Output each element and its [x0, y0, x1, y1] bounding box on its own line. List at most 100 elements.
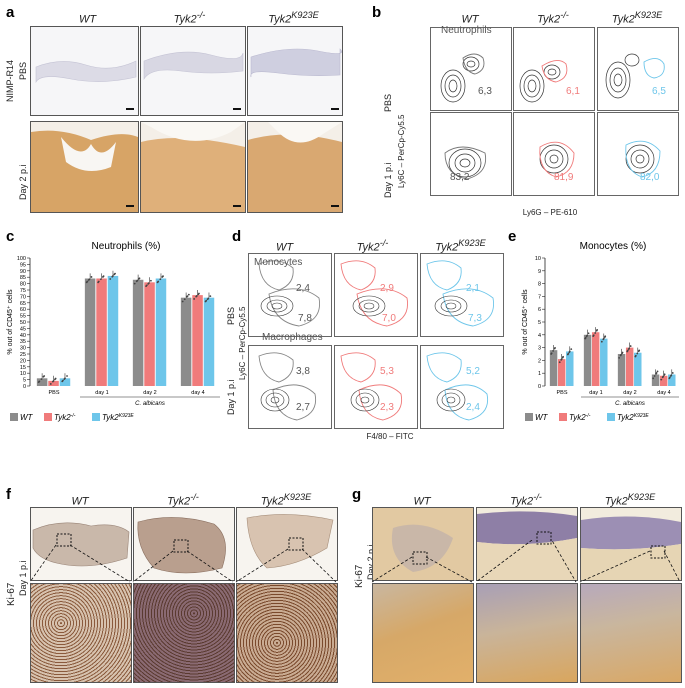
scale-bar — [233, 108, 241, 110]
bar — [651, 374, 660, 386]
data-point — [668, 376, 671, 379]
data-point — [628, 347, 631, 350]
bar — [107, 275, 119, 386]
category-label: PBS — [48, 390, 59, 396]
legend-label: Tyk2-/- — [54, 413, 76, 422]
data-point — [52, 379, 55, 382]
f-wt-zoom-image — [30, 583, 132, 683]
data-point — [207, 297, 210, 300]
y-tick-label: 2 — [538, 358, 541, 364]
d-day1-tyk2ko-mono: 5,3 — [380, 366, 394, 377]
y-tick-label: 5 — [23, 378, 26, 384]
data-point — [136, 279, 139, 282]
data-point — [90, 276, 93, 278]
data-point — [618, 356, 621, 359]
panel-label-e: e — [508, 228, 517, 245]
data-point — [49, 383, 52, 385]
g-col-wt: WT — [413, 495, 431, 508]
legend-swatch — [525, 413, 533, 421]
d-col-tyk2ko: Tyk2-/- — [356, 238, 389, 254]
scale-bar — [331, 108, 339, 110]
g-col-tyk2ke: Tyk2K923E — [604, 492, 656, 508]
y-tick-label: 80 — [20, 282, 26, 288]
f-stain-label: Ki-67 — [6, 582, 17, 606]
y-tick-label: 55 — [20, 314, 26, 320]
data-point — [193, 298, 196, 300]
scale-bar — [331, 205, 339, 207]
data-point — [186, 295, 189, 298]
f-tyk2ke-overview-image — [236, 507, 338, 581]
panel-label-d: d — [232, 228, 242, 245]
y-tick-label: 5 — [538, 320, 541, 326]
panel-label-g: g — [352, 486, 362, 503]
g-wt-zoom-image — [372, 583, 474, 683]
data-point — [43, 375, 46, 377]
data-point — [636, 352, 639, 355]
category-label: day 2 — [623, 390, 636, 396]
bar — [155, 278, 167, 386]
y-tick-label: 10 — [20, 371, 26, 377]
y-tick-label: 65 — [20, 301, 26, 307]
category-label: day 4 — [657, 390, 670, 396]
b-gate-label: Neutrophils — [441, 25, 492, 36]
f-tyk2ko-zoom-image — [133, 583, 235, 683]
data-point — [159, 278, 162, 281]
data-point — [586, 334, 588, 337]
panel-label-a: a — [6, 4, 15, 21]
d-day1-wt-macro: 2,7 — [296, 402, 310, 413]
b-day1-tyk2ke-plot — [597, 112, 679, 196]
category-label: day 1 — [95, 390, 108, 396]
bar — [96, 278, 107, 386]
bar — [600, 338, 608, 386]
f-col-tyk2ko: Tyk2-/- — [167, 492, 199, 508]
d-gate-monocytes: Monocytes — [254, 257, 303, 268]
data-point — [656, 370, 659, 373]
f-col-wt: WT — [71, 495, 89, 508]
y-tick-label: 95 — [20, 262, 26, 268]
a-row-pbs: PBS — [18, 61, 28, 80]
d-row-pbs: PBS — [226, 306, 236, 325]
d-pbs-wt-plot — [248, 253, 332, 337]
bar — [132, 279, 144, 386]
category-label: day 2 — [143, 390, 156, 396]
data-point — [655, 372, 658, 374]
b-x-axis-label: Ly6G – PE-610 — [522, 208, 578, 217]
data-point — [560, 358, 563, 361]
data-point — [183, 298, 186, 301]
g-tyk2ko-zoom-image — [476, 583, 578, 683]
d-day1-tyk2ke-macro: 2,4 — [466, 402, 480, 413]
data-point — [187, 293, 190, 296]
y-tick-label: 70 — [20, 294, 26, 300]
b-col-tyk2ke: Tyk2K923E — [611, 10, 663, 26]
g-zoom-connectors — [372, 540, 680, 583]
y-tick-label: 0 — [23, 384, 26, 390]
bar — [48, 380, 59, 386]
b-pbs-tyk2ke-plot — [597, 27, 679, 111]
bar — [549, 350, 558, 386]
b-pbs-tyk2ko-value: 6,1 — [566, 86, 580, 97]
y-tick-label: 75 — [20, 288, 26, 294]
y-tick-label: 8 — [538, 282, 541, 288]
d-day1-tyk2ke-mono: 5,2 — [466, 366, 480, 377]
data-point — [653, 375, 656, 377]
scale-bar — [233, 205, 241, 207]
b-col-tyk2ko: Tyk2-/- — [537, 10, 569, 26]
y-tick-label: 85 — [20, 275, 26, 281]
legend-label: Tyk2-/- — [569, 413, 591, 422]
y-tick-label: 45 — [20, 326, 26, 332]
d-day1-tyk2ko-plot — [334, 345, 418, 429]
data-point — [552, 350, 554, 352]
bar — [557, 359, 566, 386]
scale-bar — [126, 108, 134, 110]
bar — [192, 295, 203, 386]
d-day1-wt-plot — [248, 345, 332, 429]
data-point — [102, 275, 105, 278]
b-pbs-wt-plot — [430, 27, 512, 111]
y-tick-label: 25 — [20, 352, 26, 358]
data-point — [662, 375, 665, 378]
y-tick-label: 3 — [538, 346, 541, 352]
bar — [84, 278, 96, 386]
category-label: PBS — [556, 390, 567, 396]
f-tyk2ko-overview-image — [133, 507, 235, 581]
y-tick-label: 7 — [538, 294, 541, 300]
